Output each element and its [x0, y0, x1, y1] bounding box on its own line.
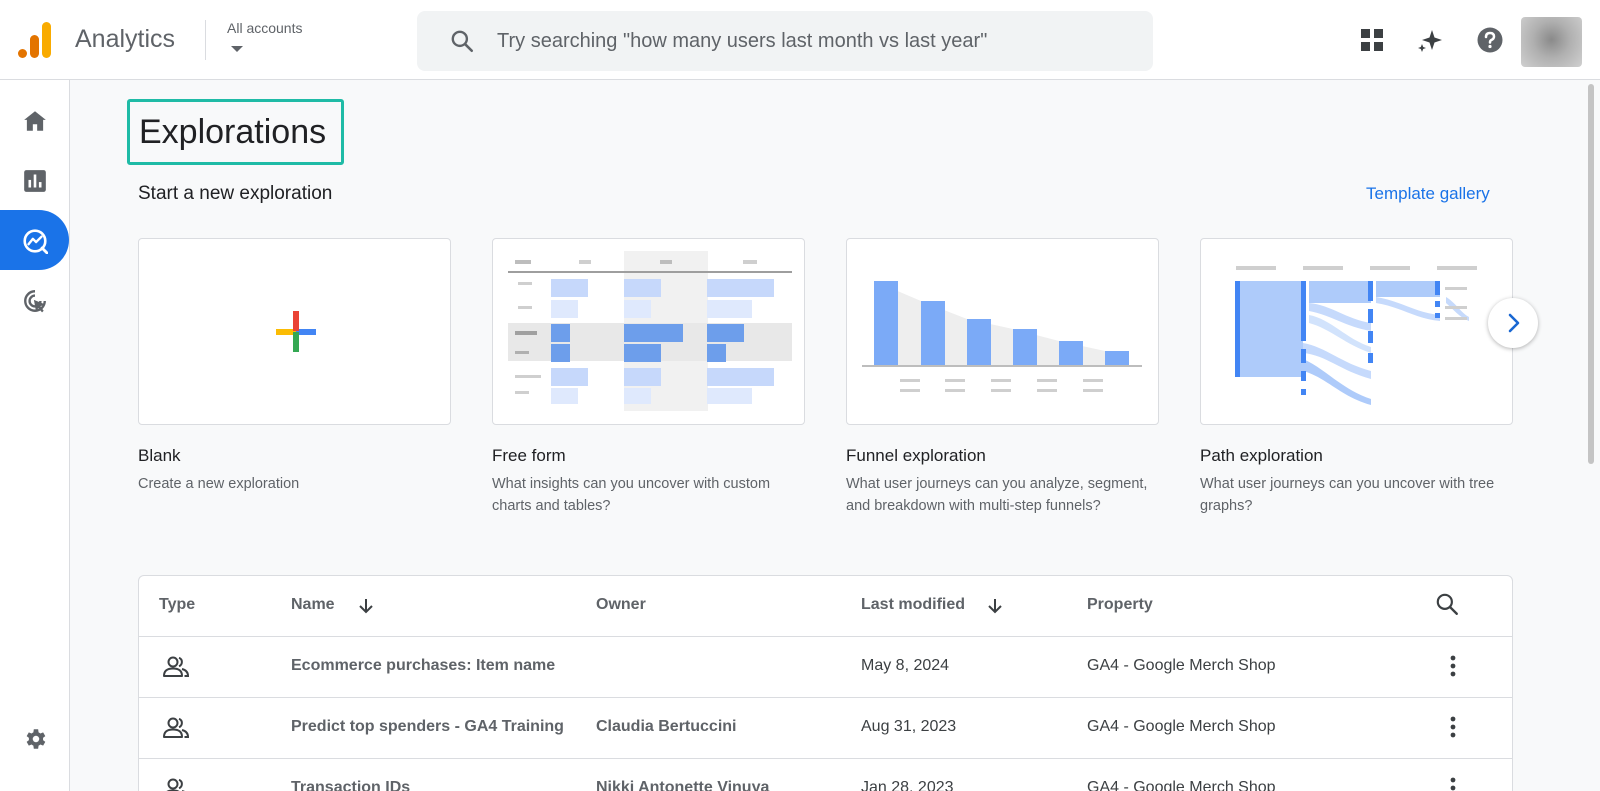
- apps-grid-icon[interactable]: [1358, 26, 1386, 54]
- shared-users-icon: [163, 656, 190, 677]
- side-navigation: [0, 80, 70, 791]
- exploration-name[interactable]: Predict top spenders - GA4 Training: [291, 718, 564, 735]
- exploration-owner: Nikki Antonette Vinuya: [596, 779, 770, 791]
- analytics-logo-icon[interactable]: [18, 22, 52, 58]
- exploration-owner: Claudia Bertuccini: [596, 718, 737, 735]
- column-header-property[interactable]: Property: [1087, 596, 1153, 613]
- explorations-table: Type Name Owner Last modified Property E…: [138, 575, 1513, 791]
- arrow-down-icon[interactable]: [356, 596, 376, 616]
- column-header-owner[interactable]: Owner: [596, 596, 646, 613]
- top-app-bar: Analytics All accounts: [0, 0, 1600, 80]
- exploration-modified: May 8, 2024: [861, 657, 950, 674]
- card-desc-free-form: What insights can you uncover with custo…: [492, 476, 771, 514]
- chevron-down-icon[interactable]: [231, 46, 243, 52]
- column-header-name[interactable]: Name: [291, 596, 335, 613]
- explore-icon: [23, 229, 48, 254]
- help-icon[interactable]: [1476, 26, 1504, 54]
- search-bar[interactable]: [417, 11, 1153, 71]
- card-title-funnel: Funnel exploration: [846, 446, 986, 465]
- main-scrollbar[interactable]: [1582, 80, 1600, 791]
- card-title-blank: Blank: [138, 446, 181, 465]
- more-vert-icon[interactable]: [1439, 652, 1467, 680]
- avatar[interactable]: [1521, 17, 1582, 67]
- table-row[interactable]: Ecommerce purchases: Item name May 8, 20…: [139, 636, 1512, 697]
- card-funnel-exploration[interactable]: [846, 238, 1159, 425]
- bar-chart-icon: [24, 170, 46, 192]
- card-title-path: Path exploration: [1200, 446, 1323, 465]
- account-selector-label[interactable]: All accounts: [227, 20, 303, 36]
- section-heading: Start a new exploration: [138, 183, 333, 204]
- nav-item-home[interactable]: [0, 90, 70, 150]
- table-row[interactable]: Predict top spenders - GA4 Training Clau…: [139, 697, 1512, 758]
- template-gallery-link[interactable]: Template gallery: [1366, 184, 1490, 203]
- advertising-icon: [24, 290, 46, 313]
- main-content: Explorations Start a new exploration Tem…: [70, 80, 1582, 791]
- nav-item-settings[interactable]: [0, 708, 70, 768]
- shared-users-icon: [163, 717, 190, 738]
- plus-icon: [276, 311, 316, 352]
- scrollbar-thumb[interactable]: [1588, 84, 1594, 464]
- card-blank[interactable]: [138, 238, 451, 425]
- page-title: Explorations: [127, 99, 344, 165]
- exploration-modified: Jan 28, 2023: [861, 779, 954, 791]
- chevron-right-icon: [1508, 313, 1520, 333]
- free-form-thumbnail-icon: [508, 251, 792, 411]
- arrow-down-icon[interactable]: [985, 596, 1005, 616]
- home-icon: [24, 111, 46, 131]
- exploration-name[interactable]: Ecommerce purchases: Item name: [291, 657, 556, 674]
- exploration-property: GA4 - Google Merch Shop: [1087, 657, 1276, 674]
- card-free-form[interactable]: [492, 238, 805, 425]
- column-header-type[interactable]: Type: [159, 596, 196, 613]
- path-thumbnail-icon: [1235, 266, 1477, 405]
- card-title-free-form: Free form: [492, 446, 566, 465]
- nav-item-explore[interactable]: [0, 210, 69, 270]
- exploration-name[interactable]: Transaction IDs: [291, 779, 411, 791]
- more-vert-icon[interactable]: [1439, 713, 1467, 741]
- card-path-exploration[interactable]: [1200, 238, 1513, 425]
- app-title: Analytics: [75, 25, 176, 53]
- header-divider: [205, 20, 206, 60]
- exploration-property: GA4 - Google Merch Shop: [1087, 718, 1276, 735]
- exploration-modified: Aug 31, 2023: [861, 718, 957, 735]
- nav-item-reports[interactable]: [0, 150, 70, 210]
- gear-icon: [26, 729, 46, 749]
- nav-item-advertising[interactable]: [0, 270, 70, 330]
- search-icon: [451, 30, 474, 53]
- search-icon[interactable]: [1434, 591, 1460, 617]
- exploration-property: GA4 - Google Merch Shop: [1087, 779, 1276, 791]
- card-desc-blank: Create a new exploration: [138, 476, 300, 492]
- sparkle-icon[interactable]: [1416, 26, 1444, 54]
- carousel-next-button[interactable]: [1488, 298, 1538, 348]
- more-vert-icon[interactable]: [1439, 774, 1467, 791]
- card-desc-funnel: What user journeys can you analyze, segm…: [846, 476, 1148, 514]
- search-input[interactable]: [497, 11, 1137, 71]
- funnel-thumbnail-icon: [862, 281, 1142, 392]
- column-header-last-modified[interactable]: Last modified: [861, 596, 966, 613]
- table-row[interactable]: Transaction IDs Nikki Antonette Vinuya J…: [139, 758, 1512, 791]
- shared-users-icon: [166, 778, 185, 791]
- card-desc-path: What user journeys can you uncover with …: [1200, 476, 1495, 514]
